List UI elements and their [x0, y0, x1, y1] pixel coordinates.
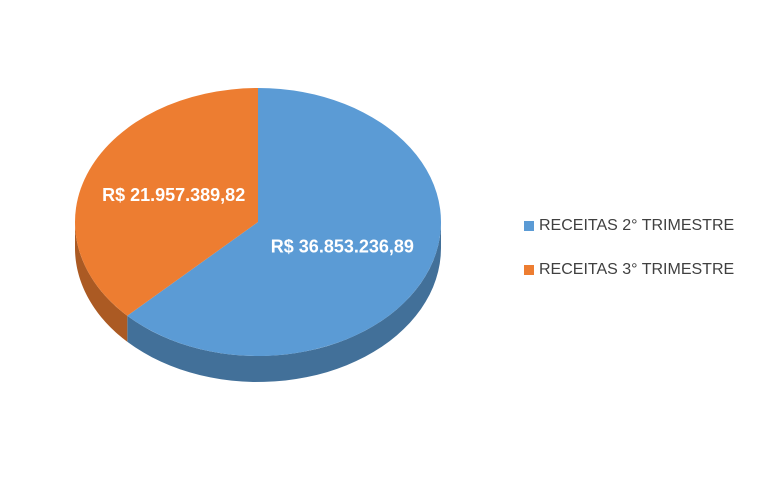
slice — [127, 88, 441, 357]
legend-label: RECEITAS 2° TRIMESTRE — [539, 217, 734, 234]
legend-label: RECEITAS 3° TRIMESTRE — [539, 261, 734, 278]
value-label: R$ 36.853.236,89 — [271, 237, 414, 257]
slice-side — [75, 222, 128, 342]
slice — [75, 87, 258, 316]
legend-swatch — [524, 221, 534, 231]
legend-swatch — [524, 265, 534, 275]
value-label: R$ 21.957.389,82 — [102, 185, 245, 205]
slice-side — [127, 222, 441, 382]
